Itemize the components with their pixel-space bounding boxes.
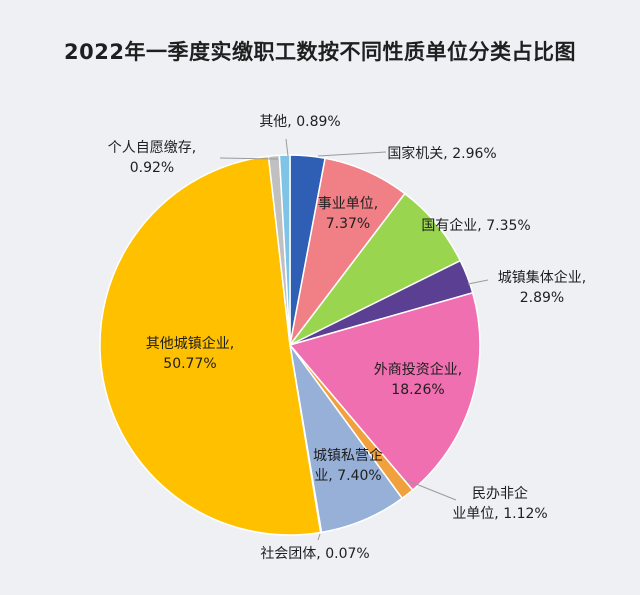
slice-label-6: 民办非企业单位, 1.12% [452,485,547,522]
slice-label-9: 其他城镇企业, 50.77% [146,335,234,372]
slice-label-1: 国家机关, 2.96% [387,145,496,162]
leader-line-6 [405,479,457,501]
slice-label-7: 城镇私营企业, 7.40% [313,447,383,484]
slice-label-5: 外商投资企业, 18.26% [374,361,462,398]
pie-slice-9 [99,155,322,536]
leader-line-11 [285,138,289,157]
leader-line-4 [467,279,489,285]
pie-slice-11 [278,154,291,346]
chart-title: 2022年一季度实缴职工数按不同性质单位分类占比图 [64,40,576,64]
leader-line-10 [219,157,279,160]
slice-label-8: 社会团体, 0.07% [260,546,369,562]
slice-label-2: 事业单位, 7.37% [318,196,378,232]
pie-slice-5 [288,291,481,492]
slice-label-4: 城镇集体企业, 2.89% [498,269,586,306]
slice-label-11: 其他, 0.89% [259,114,340,130]
leader-line-8 [317,533,321,541]
leader-line-1 [317,151,387,157]
slice-label-10: 个人自愿缴存, 0.92% [108,140,196,176]
slice-label-3: 国有企业, 7.35% [421,217,530,234]
